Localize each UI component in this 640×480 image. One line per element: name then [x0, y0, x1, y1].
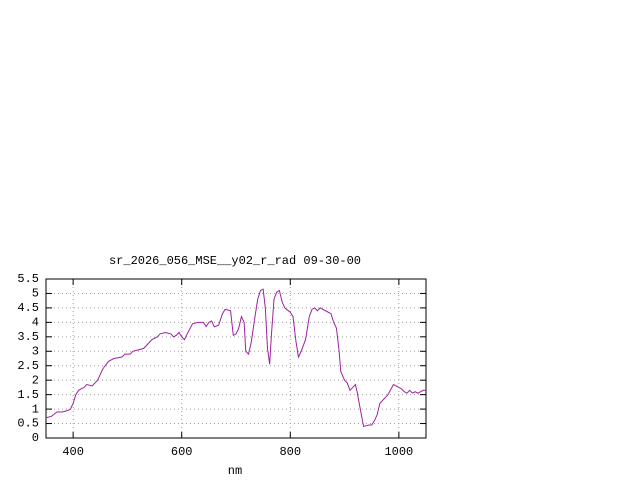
y-tick-label: 4: [32, 316, 39, 330]
y-tick-label: 5: [32, 287, 39, 301]
y-tick-label: 3.5: [17, 330, 39, 344]
background: [0, 0, 640, 480]
x-tick-label: 600: [171, 445, 193, 459]
y-tick-label: 2: [32, 373, 39, 387]
y-tick-label: 0: [32, 431, 39, 445]
y-tick-label: 2.5: [17, 359, 39, 373]
y-tick-label: 3: [32, 344, 39, 358]
x-tick-label: 400: [62, 445, 84, 459]
chart-title: sr_2026_056_MSE__y02_r_rad 09-30-00: [109, 254, 361, 268]
x-tick-label: 1000: [384, 445, 413, 459]
chart: sr_2026_056_MSE__y02_r_rad 09-30-00 nm 0…: [0, 0, 640, 480]
y-tick-label: 0.5: [17, 417, 39, 431]
x-tick-label: 800: [279, 445, 301, 459]
y-tick-label: 1: [32, 402, 39, 416]
y-tick-label: 1.5: [17, 388, 39, 402]
y-tick-label: 4.5: [17, 301, 39, 315]
y-tick-label: 5.5: [17, 272, 39, 286]
x-axis-label: nm: [228, 464, 242, 478]
